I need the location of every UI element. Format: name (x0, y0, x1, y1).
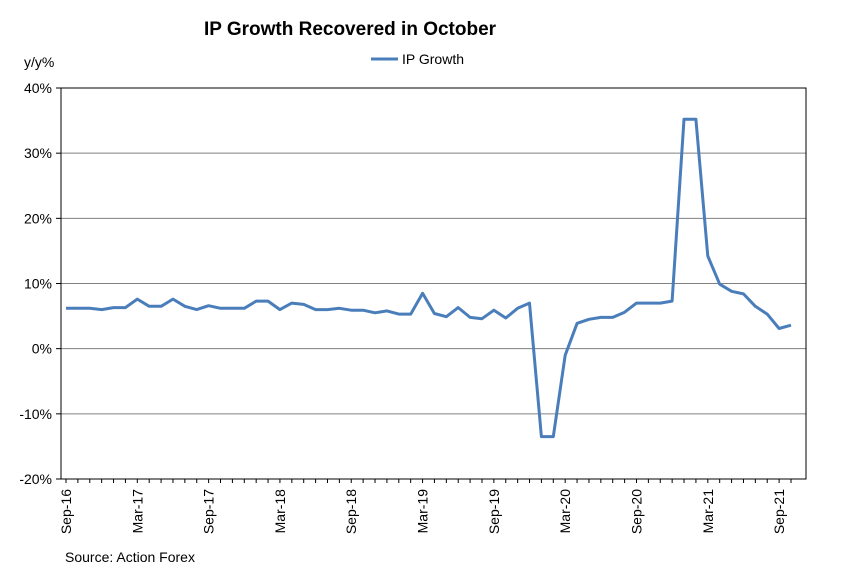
x-tick-label: Sep-18 (343, 489, 359, 534)
x-tick-label: Mar-19 (415, 489, 431, 534)
y-tick-label: 10% (24, 276, 52, 292)
y-tick-label: -10% (19, 406, 52, 422)
y-tick-label: 0% (32, 341, 52, 357)
x-tick-label: Mar-18 (272, 489, 288, 534)
plot-area-border (60, 87, 807, 480)
y-tick-label: 20% (24, 210, 52, 226)
gridlines (56, 87, 806, 480)
x-ticks (65, 479, 792, 483)
y-tick-label: 30% (24, 145, 52, 161)
x-tick-label: Mar-20 (557, 489, 573, 534)
source-note: Source: Action Forex (65, 549, 195, 565)
x-tick-labels: Sep-16 Mar-17 Sep-17 Mar-18 Sep-18 Mar-19 Sep-… (58, 489, 787, 534)
y-tick-labels: 40% 30% 20% 10% 0% -10% -20% (19, 80, 52, 487)
x-tick-label: Sep-16 (58, 489, 74, 534)
y-tick-label: -20% (19, 471, 52, 487)
y-axis-label: y/y% (24, 54, 54, 70)
legend-label: IP Growth (402, 51, 464, 67)
x-tick-label: Sep-21 (771, 489, 787, 534)
y-tick-label: 40% (24, 80, 52, 96)
x-tick-label: Mar-21 (700, 489, 716, 534)
chart-title: IP Growth Recovered in October (204, 19, 497, 40)
x-tick-label: Mar-17 (129, 489, 145, 534)
ip-growth-series-line (66, 117, 792, 439)
x-tick-label: Sep-19 (486, 489, 502, 534)
legend: IP Growth (371, 51, 464, 67)
x-tick-label: Sep-20 (628, 489, 644, 534)
x-tick-label: Sep-17 (201, 489, 217, 534)
